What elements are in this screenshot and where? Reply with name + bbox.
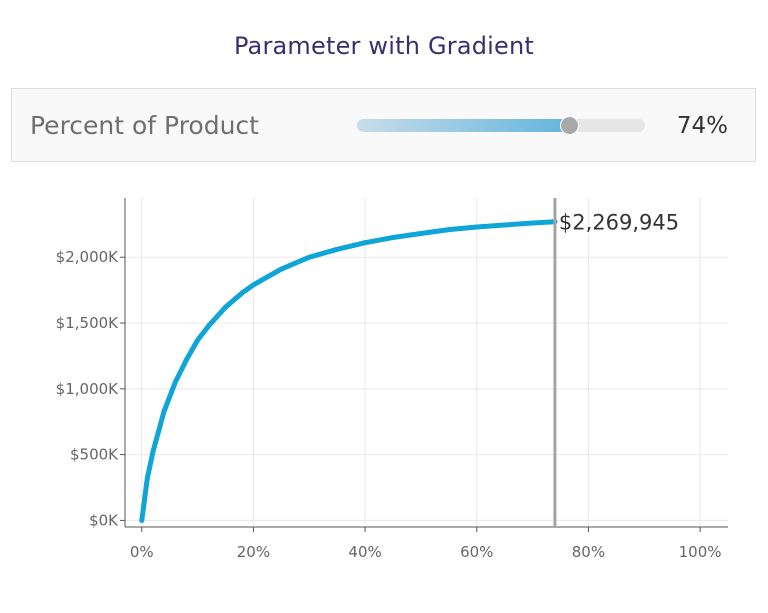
y-tick-label: $1,500K [56, 314, 119, 332]
end-value-label: $2,269,945 [559, 211, 679, 235]
data-point [446, 227, 452, 233]
data-point [161, 408, 167, 414]
annotations: $2,269,945 [553, 198, 681, 527]
y-tick-label: $1,000K [56, 380, 119, 398]
data-point [418, 231, 424, 237]
data-point [239, 290, 245, 296]
x-tick-label: 40% [348, 543, 381, 561]
data-point [502, 222, 508, 228]
data-point [195, 337, 201, 343]
data-point [530, 220, 536, 226]
x-tick-label: 100% [679, 543, 722, 561]
series-line [139, 219, 558, 523]
axes [120, 198, 728, 532]
x-tick-label: 80% [572, 543, 605, 561]
data-point [172, 379, 178, 385]
percent-slider[interactable] [357, 116, 645, 135]
data-point [474, 224, 480, 230]
grid [125, 198, 728, 527]
y-tick-label: $0K [89, 511, 119, 529]
data-point [183, 357, 189, 363]
data-point [144, 475, 150, 481]
data-point [139, 517, 145, 523]
data-point [334, 246, 340, 252]
series [139, 219, 558, 523]
y-tick-label: $2,000K [56, 248, 119, 266]
data-point [223, 304, 228, 310]
y-tick-label: $500K [70, 446, 119, 464]
data-point [206, 323, 212, 329]
tick-labels: $0K $500K $1,000K $1,500K $2,000K 0% 20% 40% 60%… [56, 248, 722, 561]
slider-thumb[interactable] [560, 116, 580, 135]
parameter-label: Percent of Product [30, 111, 259, 140]
data-point [362, 240, 368, 246]
parameter-control: Percent of Product 74% [11, 88, 756, 162]
data-point [390, 234, 396, 240]
data-point [278, 266, 284, 272]
data-point [306, 254, 312, 260]
x-tick-label: 60% [460, 543, 493, 561]
x-tick-label: 20% [237, 543, 270, 561]
chart-title: Parameter with Gradient [233, 32, 535, 60]
parameter-value: 74% [676, 113, 728, 139]
slider-fill [357, 119, 571, 132]
x-tick-label: 0% [130, 543, 154, 561]
data-point [250, 282, 256, 288]
data-point [150, 449, 156, 455]
